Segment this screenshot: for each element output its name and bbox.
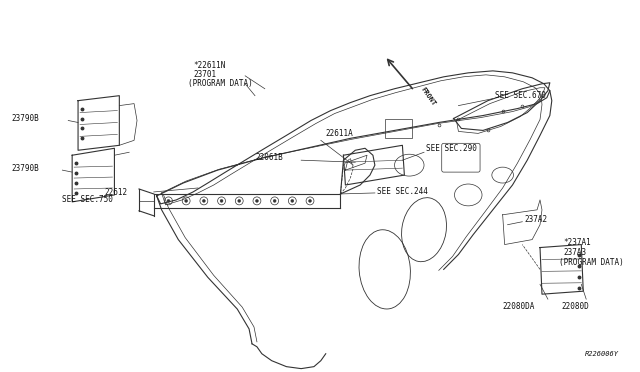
Circle shape (220, 199, 223, 202)
Text: 22061B: 22061B (255, 153, 283, 162)
Text: 23790B: 23790B (12, 164, 39, 173)
Text: *22611N: *22611N (193, 61, 225, 70)
Text: 237A2: 237A2 (524, 215, 547, 224)
Text: 23790B: 23790B (12, 114, 39, 123)
Text: SEE SEC.290: SEE SEC.290 (426, 144, 477, 153)
Text: FRONT: FRONT (419, 86, 436, 107)
Circle shape (255, 199, 259, 202)
Text: *237A1: *237A1 (564, 238, 591, 247)
Text: (PROGRAM DATA): (PROGRAM DATA) (559, 258, 623, 267)
Text: 237A3: 237A3 (564, 248, 587, 257)
Circle shape (273, 199, 276, 202)
Circle shape (238, 199, 241, 202)
Text: 23701: 23701 (193, 70, 216, 79)
Circle shape (185, 199, 188, 202)
Circle shape (308, 199, 312, 202)
Circle shape (291, 199, 294, 202)
Text: SEE SEC.750: SEE SEC.750 (62, 195, 113, 204)
Circle shape (167, 199, 170, 202)
Text: 22612: 22612 (104, 189, 128, 198)
Text: (PROGRAM DATA): (PROGRAM DATA) (188, 79, 253, 88)
Text: 22080DA: 22080DA (502, 302, 535, 311)
Text: 22080D: 22080D (562, 302, 589, 311)
Circle shape (202, 199, 205, 202)
Text: SEE SEC.244: SEE SEC.244 (377, 187, 428, 196)
Text: 22611A: 22611A (326, 129, 353, 138)
Text: SEE SEC.670: SEE SEC.670 (495, 91, 546, 100)
Text: R226006Y: R226006Y (585, 351, 619, 357)
